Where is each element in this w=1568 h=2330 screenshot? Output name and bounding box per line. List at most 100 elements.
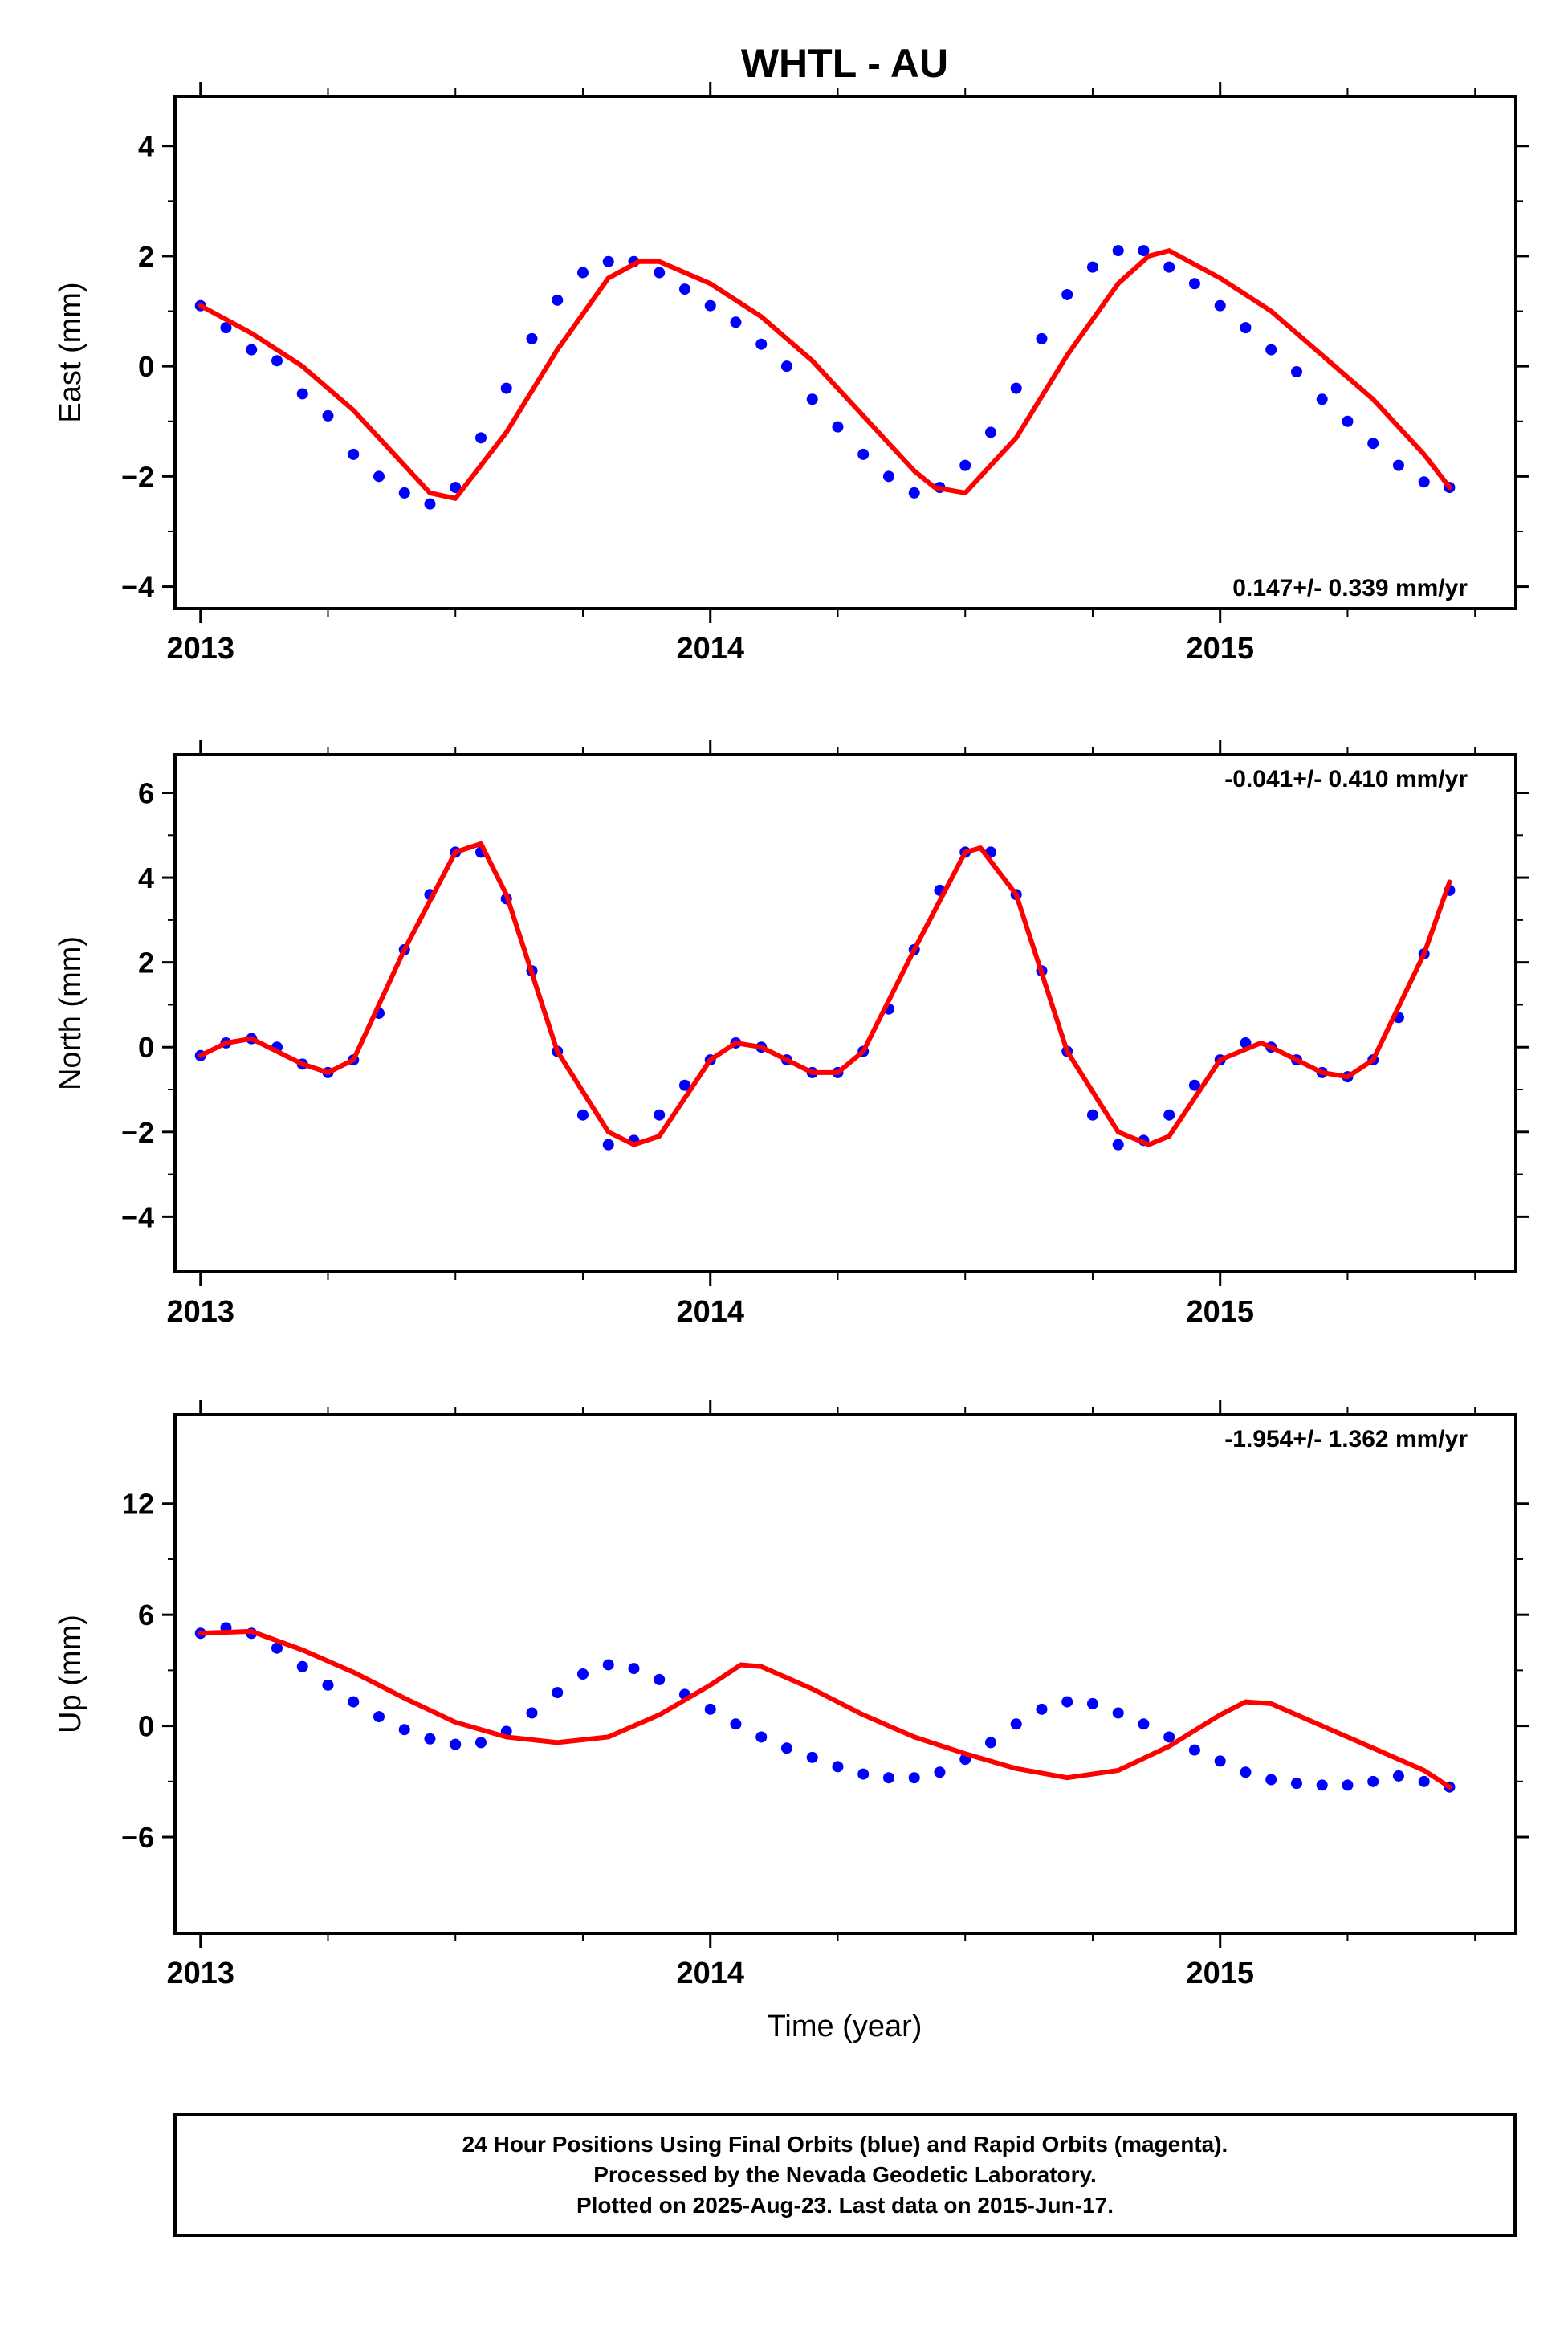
up-data-point <box>1367 1775 1379 1787</box>
up-data-point <box>1086 1697 1098 1709</box>
east-data-point <box>602 255 614 267</box>
east-data-point <box>1367 438 1379 450</box>
east-data-point <box>780 360 792 373</box>
east-y-axis-label: East (mm) <box>54 282 88 422</box>
up-data-point <box>1214 1755 1226 1767</box>
up-data-point <box>1036 1703 1048 1715</box>
east-data-point <box>704 299 716 312</box>
up-plot-frame <box>173 1413 1517 1935</box>
east-data-point <box>1290 366 1302 378</box>
up-data-point <box>373 1711 385 1723</box>
north-y-tick-label: 6 <box>138 777 154 810</box>
east-data-point <box>246 344 258 356</box>
east-data-point <box>730 316 742 328</box>
up-data-point <box>780 1742 792 1754</box>
up-data-point <box>1316 1779 1328 1791</box>
north-rate-annotation: -0.041+/- 0.410 mm/yr <box>1224 766 1468 792</box>
up-data-point <box>474 1737 487 1749</box>
up-data-point <box>704 1703 716 1715</box>
chart-title: WHTL - AU <box>741 41 948 86</box>
up-data-point <box>832 1761 844 1773</box>
east-data-point <box>398 487 410 499</box>
east-data-point <box>832 421 844 433</box>
east-data-point <box>1163 261 1175 273</box>
east-data-point <box>500 382 512 394</box>
east-x-tick-label: 2015 <box>1186 632 1254 666</box>
up-data-point <box>348 1696 360 1708</box>
north-y-tick-label: −4 <box>121 1200 154 1233</box>
up-data-point <box>1010 1718 1022 1730</box>
up-data-point <box>526 1707 538 1719</box>
east-data-point <box>1265 344 1277 356</box>
x-axis-label: Time (year) <box>768 2010 922 2043</box>
up-data-point <box>1392 1770 1404 1782</box>
north-data-point <box>576 1109 589 1121</box>
north-data-point <box>602 1139 614 1151</box>
up-data-point <box>296 1660 308 1672</box>
up-data-point <box>1265 1774 1277 1786</box>
up-data-point <box>1138 1718 1150 1730</box>
north-plot-frame <box>173 753 1517 1273</box>
up-rate-annotation: -1.954+/- 1.362 mm/yr <box>1224 1426 1468 1452</box>
up-fit-line <box>198 1628 1452 1790</box>
up-data-point <box>1188 1744 1200 1756</box>
east-data-point <box>348 448 360 460</box>
up-data-point <box>806 1751 818 1763</box>
up-data-point <box>857 1768 870 1780</box>
east-plot-frame <box>173 95 1517 610</box>
east-data-point <box>322 409 334 422</box>
east-x-tick-label: 2013 <box>166 632 234 666</box>
up-y-axis-label: Up (mm) <box>54 1615 88 1733</box>
east-y-tick-label: 0 <box>138 350 154 383</box>
north-data-point <box>1188 1079 1200 1091</box>
east-data-point <box>1010 382 1022 394</box>
north-x-tick-label: 2014 <box>676 1295 744 1329</box>
footer-note: 24 Hour Positions Using Final Orbits (bl… <box>173 2113 1517 2237</box>
up-data-point <box>271 1642 283 1654</box>
north-data-point <box>1163 1109 1175 1121</box>
north-x-tick-label: 2013 <box>166 1295 234 1329</box>
north-data-point <box>1112 1139 1124 1151</box>
east-data-point <box>908 487 920 499</box>
east-data-point <box>373 470 385 483</box>
east-panel: −4 −2 0 2 4 2013 2014 2015 East (mm) 0.147+/- 0.3… <box>54 82 1529 666</box>
east-data-point <box>1342 415 1354 427</box>
up-panel: −6 0 6 12 2013 2014 2015 Up (mm) -1.954+/- 1.362… <box>54 1400 1529 1990</box>
up-x-tick-label: 2015 <box>1186 1957 1254 1990</box>
up-data-point <box>1112 1707 1124 1719</box>
east-data-point <box>1214 299 1226 312</box>
east-data-point <box>1392 459 1404 471</box>
north-panel: −4 −2 0 2 4 6 2013 2014 2015 North (mm) -0.041+/- … <box>54 740 1529 1329</box>
east-y-tick-label: −4 <box>121 571 154 604</box>
up-data-point <box>576 1668 589 1680</box>
east-data-point <box>1036 332 1048 344</box>
north-y-tick-label: 4 <box>138 862 154 894</box>
up-y-tick-label: 0 <box>138 1710 154 1743</box>
east-data-point <box>576 267 589 279</box>
up-data-point <box>654 1673 666 1685</box>
up-data-point <box>984 1737 996 1749</box>
north-x-tick-label: 2015 <box>1186 1295 1254 1329</box>
footer-line-2: Processed by the Nevada Geodetic Laborat… <box>593 2162 1097 2187</box>
east-x-tick-label: 2014 <box>676 632 744 666</box>
east-data-point <box>1316 393 1328 405</box>
north-data-point <box>654 1109 666 1121</box>
east-data-point <box>271 355 283 367</box>
east-data-point <box>424 498 436 510</box>
up-data-point <box>628 1663 640 1675</box>
east-data-point <box>1240 322 1252 334</box>
east-data-point <box>654 267 666 279</box>
up-data-point <box>882 1772 894 1784</box>
north-data-point <box>678 1079 690 1091</box>
up-data-point <box>730 1718 742 1730</box>
up-data-point <box>1163 1731 1175 1743</box>
up-data-point <box>398 1724 410 1736</box>
up-data-point <box>934 1766 946 1778</box>
east-data-point <box>1061 288 1073 300</box>
up-x-tick-label: 2014 <box>676 1957 744 1990</box>
up-data-point <box>1240 1766 1252 1778</box>
east-rate-annotation: 0.147+/- 0.339 mm/yr <box>1232 575 1468 601</box>
east-data-point <box>474 432 487 444</box>
up-data-point <box>1418 1775 1430 1787</box>
